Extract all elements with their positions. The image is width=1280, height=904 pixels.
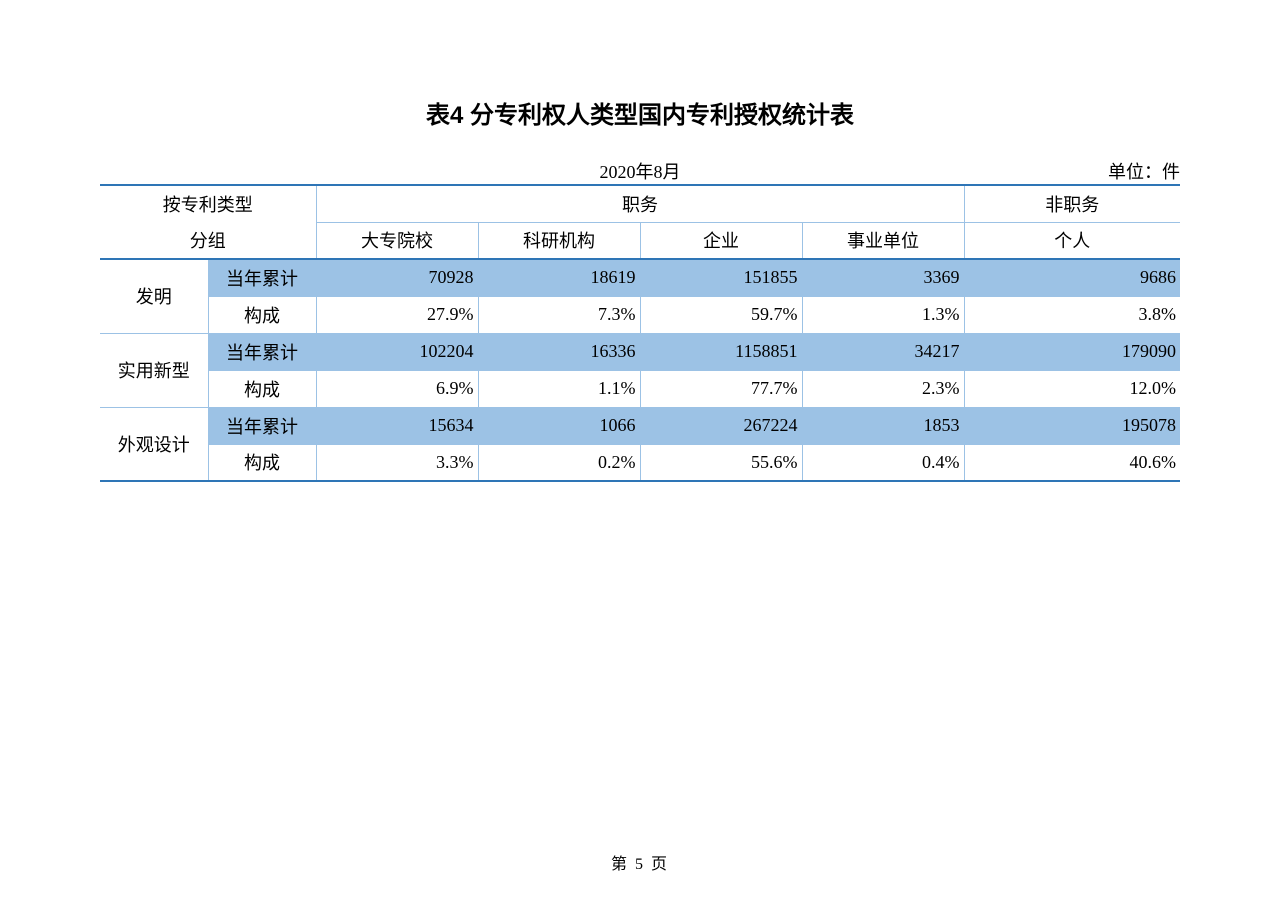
cell: 267224: [640, 407, 802, 444]
header-col-individual: 个人: [964, 222, 1180, 259]
cell: 12.0%: [964, 370, 1180, 407]
header-nonjob: 非职务: [964, 185, 1180, 222]
table-row: 外观设计 当年累计 15634 1066 267224 1853 195078: [100, 407, 1180, 444]
patent-stats-table: 按专利类型 职务 非职务 分组 大专院校 科研机构 企业 事业单位 个人 发明 …: [100, 184, 1180, 482]
cell: 77.7%: [640, 370, 802, 407]
cell: 3.3%: [316, 444, 478, 481]
header-grouping-top: 按专利类型: [100, 185, 316, 222]
table-header-row: 按专利类型 职务 非职务: [100, 185, 1180, 222]
page-number: 第 5 页: [0, 850, 1280, 874]
header-col-enterprise: 企业: [640, 222, 802, 259]
cell: 15634: [316, 407, 478, 444]
cell: 59.7%: [640, 296, 802, 333]
cell: 1.1%: [478, 370, 640, 407]
cell: 1853: [802, 407, 964, 444]
cell: 18619: [478, 259, 640, 296]
cell: 40.6%: [964, 444, 1180, 481]
table-row: 构成 3.3% 0.2% 55.6% 0.4% 40.6%: [100, 444, 1180, 481]
row-subtype: 构成: [208, 370, 316, 407]
header-col-college: 大专院校: [316, 222, 478, 259]
group-name: 外观设计: [100, 407, 208, 481]
cell: 2.3%: [802, 370, 964, 407]
header-col-research: 科研机构: [478, 222, 640, 259]
cell: 70928: [316, 259, 478, 296]
group-name: 实用新型: [100, 333, 208, 407]
cell: 1066: [478, 407, 640, 444]
table-header-row: 分组 大专院校 科研机构 企业 事业单位 个人: [100, 222, 1180, 259]
date-label: 2020年8月: [100, 158, 1180, 184]
unit-label: 单位：件: [1108, 158, 1180, 184]
row-subtype: 构成: [208, 296, 316, 333]
cell: 151855: [640, 259, 802, 296]
cell: 1158851: [640, 333, 802, 370]
row-subtype: 当年累计: [208, 333, 316, 370]
row-subtype: 当年累计: [208, 407, 316, 444]
cell: 7.3%: [478, 296, 640, 333]
group-name: 发明: [100, 259, 208, 333]
table-row: 发明 当年累计 70928 18619 151855 3369 9686: [100, 259, 1180, 296]
table-row: 构成 6.9% 1.1% 77.7% 2.3% 12.0%: [100, 370, 1180, 407]
cell: 55.6%: [640, 444, 802, 481]
cell: 179090: [964, 333, 1180, 370]
cell: 102204: [316, 333, 478, 370]
cell: 1.3%: [802, 296, 964, 333]
cell: 27.9%: [316, 296, 478, 333]
table-row: 实用新型 当年累计 102204 16336 1158851 34217 179…: [100, 333, 1180, 370]
cell: 16336: [478, 333, 640, 370]
cell: 9686: [964, 259, 1180, 296]
row-subtype: 构成: [208, 444, 316, 481]
cell: 6.9%: [316, 370, 478, 407]
cell: 3369: [802, 259, 964, 296]
header-col-institution: 事业单位: [802, 222, 964, 259]
cell: 0.4%: [802, 444, 964, 481]
cell: 0.2%: [478, 444, 640, 481]
header-grouping-bottom: 分组: [100, 222, 316, 259]
header-job: 职务: [316, 185, 964, 222]
cell: 195078: [964, 407, 1180, 444]
table-title: 表4 分专利权人类型国内专利授权统计表: [100, 95, 1180, 130]
cell: 34217: [802, 333, 964, 370]
row-subtype: 当年累计: [208, 259, 316, 296]
cell: 3.8%: [964, 296, 1180, 333]
table-row: 构成 27.9% 7.3% 59.7% 1.3% 3.8%: [100, 296, 1180, 333]
